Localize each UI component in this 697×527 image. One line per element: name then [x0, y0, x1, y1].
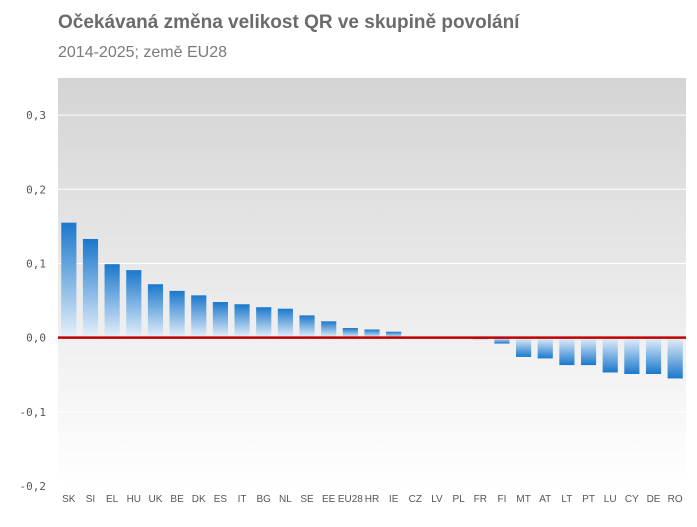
bar-lu: [602, 337, 618, 373]
bars: [61, 222, 683, 379]
x-tick-label: CZ: [409, 494, 422, 505]
bar-cy: [624, 337, 640, 374]
chart-title: Očekávaná změna velikost QR ve skupině p…: [58, 12, 520, 33]
bar-sk: [61, 222, 77, 338]
bar-el: [104, 264, 120, 338]
bar-hr: [364, 329, 380, 338]
x-tick-label: PT: [582, 494, 595, 505]
plot-area: [58, 78, 686, 486]
chart-subtitle: 2014-2025; země EU28: [58, 44, 227, 61]
bar-nl: [277, 308, 293, 338]
x-tick-label: LV: [431, 494, 443, 505]
bar-mt: [516, 337, 532, 357]
x-tick-label: DE: [647, 494, 661, 505]
bar-hu: [126, 270, 142, 338]
x-tick-label: EE: [322, 494, 336, 505]
x-tick-label: HU: [127, 494, 141, 505]
bar-it: [234, 304, 250, 338]
y-tick-label: -0,2: [20, 480, 47, 493]
bar-es: [212, 302, 228, 338]
bar-bg: [256, 307, 272, 338]
x-tick-label: SI: [86, 494, 95, 505]
x-tick-label: CY: [625, 494, 639, 505]
y-axis-ticks: -0,2 -0,1 0,0 0,1 0,2 0,3: [20, 109, 47, 493]
y-tick-label: 0,1: [26, 257, 46, 270]
x-tick-label: ES: [214, 494, 228, 505]
x-tick-label: LT: [561, 494, 572, 505]
x-tick-label: IT: [238, 494, 247, 505]
x-tick-label: SE: [300, 494, 314, 505]
bar-dk: [191, 295, 207, 338]
x-tick-label: SK: [62, 494, 76, 505]
x-tick-label: BG: [256, 494, 271, 505]
bar-ro: [667, 337, 683, 379]
bar-fi: [494, 337, 510, 344]
y-tick-label: 0,2: [26, 183, 46, 196]
bar-uk: [147, 284, 164, 338]
bar-se: [299, 315, 315, 338]
y-tick-label: -0,1: [20, 406, 47, 419]
bar-de: [645, 337, 662, 374]
bar-eu28: [342, 327, 358, 338]
bar-be: [169, 290, 185, 338]
bar-ee: [321, 321, 337, 338]
x-axis-labels: SK SI EL HU UK BE DK ES IT BG NL SE EE EU28 HR IE CZ LV PL…: [62, 494, 683, 505]
x-tick-label: BE: [170, 494, 184, 505]
x-tick-label: DK: [192, 494, 206, 505]
x-tick-label: AT: [539, 494, 551, 505]
bar-lt: [559, 337, 575, 366]
x-tick-label: NL: [279, 494, 292, 505]
bar-ie: [386, 331, 402, 338]
y-tick-label: 0,0: [26, 332, 46, 345]
x-tick-label: UK: [148, 494, 162, 505]
x-tick-label: EU28: [338, 494, 363, 505]
x-tick-label: HR: [365, 494, 379, 505]
x-tick-label: FR: [474, 494, 487, 505]
bar-si: [82, 238, 99, 338]
x-tick-label: PL: [453, 494, 466, 505]
bar-at: [537, 337, 553, 359]
x-tick-label: RO: [668, 494, 683, 505]
x-tick-label: MT: [516, 494, 530, 505]
x-tick-label: EL: [106, 494, 119, 505]
x-tick-label: FI: [497, 494, 506, 505]
bar-pt: [580, 337, 597, 366]
x-tick-label: IE: [389, 494, 399, 505]
x-tick-label: LU: [604, 494, 617, 505]
y-tick-label: 0,3: [26, 109, 46, 122]
